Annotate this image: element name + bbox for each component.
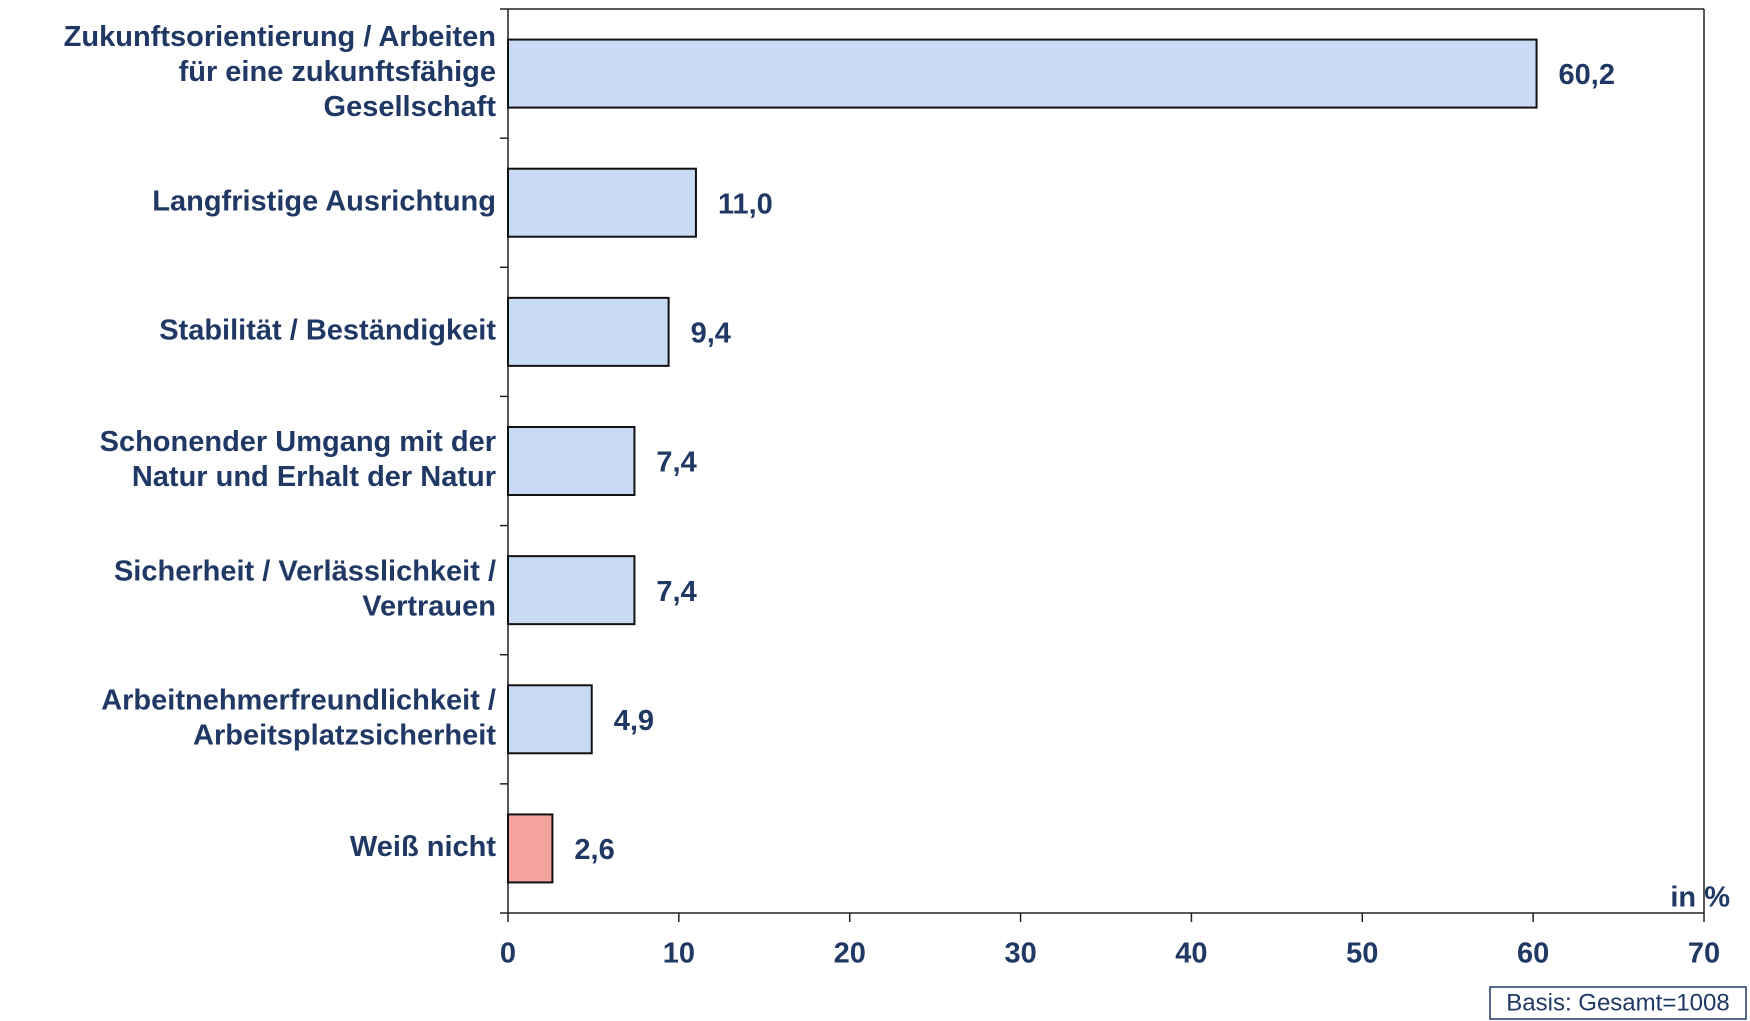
x-tick-label: 40 [1175, 938, 1207, 970]
category-label: Arbeitnehmerfreundlichkeit / [101, 684, 496, 716]
bar [507, 813, 554, 884]
value-label: 9,4 [691, 318, 731, 350]
note: Basis: Gesamt=1008 [1506, 989, 1729, 1016]
x-tick-label: 50 [1346, 938, 1378, 970]
category-label: Stabilität / Beständigkeit [159, 315, 496, 347]
category-label: Vertrauen [362, 590, 496, 622]
bar [507, 684, 593, 755]
note-box [1489, 986, 1747, 1020]
x-axis-label: in % [1670, 882, 1730, 914]
value-label: 11,0 [718, 188, 773, 220]
value-label: 2,6 [574, 834, 614, 866]
category-label: Schonender Umgang mit der [100, 426, 496, 458]
bar [507, 426, 636, 496]
x-tick-label: 30 [1004, 938, 1036, 970]
category-label: Sicherheit / Verlässlichkeit / [114, 555, 496, 587]
value-label: 60,2 [1559, 59, 1615, 91]
bar [507, 296, 670, 367]
category-label: Zukunftsorientierung / Arbeiten [64, 21, 496, 53]
x-tick-label: 10 [663, 938, 695, 970]
bar [507, 38, 1538, 109]
value-label: 4,9 [614, 705, 654, 737]
value-label: 7,4 [656, 447, 696, 479]
category-label: Gesellschaft [324, 91, 497, 123]
category-label: Arbeitsplatzsicherheit [193, 719, 496, 751]
bar [507, 167, 697, 238]
x-tick-label: 60 [1517, 938, 1549, 970]
x-tick-label: 70 [1688, 938, 1720, 970]
category-label: Langfristige Ausrichtung [152, 185, 496, 217]
category-label: für eine zukunftsfähige [179, 56, 496, 88]
category-label: Natur und Erhalt der Natur [132, 461, 496, 493]
value-label: 7,4 [656, 576, 696, 608]
category-label: Weiß nicht [350, 831, 496, 863]
bar [507, 555, 636, 626]
x-tick-label: 20 [834, 938, 866, 970]
x-tick-label: 0 [500, 938, 516, 970]
